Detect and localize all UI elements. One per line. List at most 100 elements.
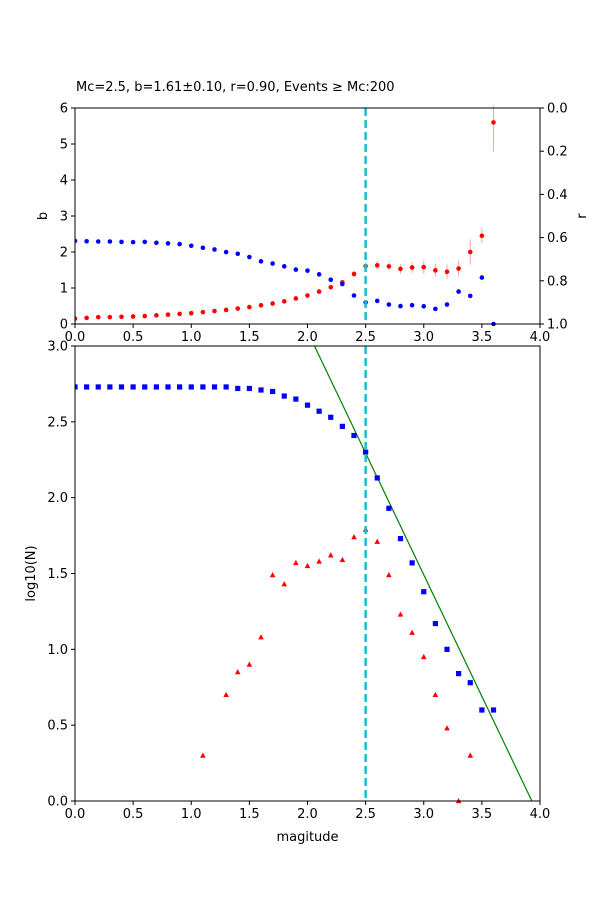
x-tick-label: 0.0 — [65, 807, 86, 822]
b-value-point — [444, 269, 450, 275]
b-value-point — [165, 312, 171, 317]
b-value-point — [351, 271, 357, 277]
x-tick-label: 3.5 — [472, 807, 493, 822]
r-value-point — [107, 239, 113, 244]
y-tick-label: 2 — [60, 246, 68, 261]
r-value-point — [75, 238, 78, 244]
noncumulative-point — [374, 538, 381, 544]
b-value-point — [305, 293, 310, 298]
cumulative-point — [258, 387, 264, 393]
b-value-point — [270, 301, 275, 306]
noncumulative-point — [351, 534, 357, 540]
cumulative-point — [444, 646, 450, 652]
y-tick-label: 1.0 — [47, 643, 68, 658]
r-value-point — [95, 239, 101, 244]
y-tick-label: 0.5 — [47, 719, 68, 734]
b-value-point — [258, 302, 264, 308]
noncumulative-point — [223, 691, 229, 698]
b-value-point — [479, 233, 485, 239]
b-value-point — [212, 308, 217, 314]
y-tick-label: 3.0 — [47, 340, 68, 355]
y2-tick-label: 0.6 — [547, 231, 568, 246]
b-value-point — [142, 313, 148, 319]
gr-fit-line — [313, 346, 533, 801]
b-value-point — [456, 266, 461, 271]
r-value-point — [479, 275, 485, 280]
b-value-point — [491, 120, 496, 125]
b-value-point — [119, 314, 124, 320]
b-value-point — [467, 249, 473, 255]
cumulative-point — [351, 432, 357, 439]
y-tick-label: 1 — [60, 282, 68, 297]
noncumulative-point — [316, 558, 322, 564]
cumulative-point — [177, 384, 183, 390]
r-value-point — [316, 272, 322, 277]
cumulative-point — [304, 402, 311, 408]
b-value-point — [328, 284, 334, 290]
noncumulative-point — [409, 629, 415, 635]
r-value-point — [444, 302, 450, 307]
y2-axis-label: r — [575, 213, 590, 219]
noncumulative-point — [432, 691, 439, 698]
cumulative-point — [223, 384, 229, 390]
x-tick-label: 2.5 — [355, 807, 376, 822]
x-tick-label: 0.5 — [123, 807, 144, 822]
y-tick-label: 2.5 — [47, 415, 68, 430]
b-value-point — [433, 268, 438, 273]
cumulative-point — [316, 408, 322, 414]
r-value-point — [188, 243, 194, 249]
y-tick-label: 0 — [60, 318, 68, 333]
chart-title: Mc=2.5, b=1.61±0.10, r=0.90, Events ≥ Mc… — [76, 80, 395, 95]
b-value-point — [130, 314, 136, 319]
cumulative-point — [130, 384, 136, 390]
b-value-point — [188, 310, 194, 316]
cumulative-point — [490, 707, 497, 713]
noncumulative-point — [339, 556, 346, 563]
y2-tick-label: 0.2 — [547, 145, 568, 160]
cumulative-point — [165, 384, 171, 390]
b-value-point — [107, 314, 113, 320]
cumulative-point — [432, 620, 438, 627]
b-value-point — [374, 263, 380, 268]
b-r-subplot: 0.0 0.5 1.0 1.5 2.0 2.5 3.0 3.5 4.0 0 1 2 3 4 5 6 0.0 0.2… — [36, 102, 590, 346]
y-axis-label: b — [36, 212, 51, 220]
x-tick-label: 0.0 — [65, 330, 86, 345]
b-value-point — [75, 316, 78, 321]
r-value-point — [409, 302, 415, 308]
r-value-point — [305, 268, 310, 273]
b-value-point — [316, 289, 322, 294]
x-tick-label: 1.5 — [239, 330, 260, 345]
cumulative-point — [95, 384, 101, 390]
y-tick-label: 0.0 — [47, 795, 68, 810]
b-value-point — [293, 296, 299, 301]
cumulative-point — [479, 707, 485, 713]
x-tick-label: 4.0 — [530, 330, 551, 345]
noncumulative-point — [420, 653, 427, 660]
cumulative-point — [456, 671, 462, 677]
r-value-point — [374, 298, 380, 304]
cumulative-point — [467, 680, 473, 686]
b-value-point — [200, 309, 206, 315]
r-value-point — [130, 239, 136, 245]
noncumulative-point — [258, 634, 264, 640]
y2-tick-label: 0.4 — [547, 188, 568, 203]
r-value-point — [270, 261, 275, 266]
noncumulative-point — [200, 752, 206, 758]
r-value-point — [84, 238, 89, 244]
y2-tick-label: 0.8 — [547, 274, 568, 289]
r-value-point — [293, 267, 299, 272]
r-value-point — [223, 249, 229, 255]
r-value-point — [212, 247, 217, 252]
b-value-point — [281, 299, 287, 304]
b-value-point — [409, 265, 415, 270]
y-axis-label: log10(N) — [24, 545, 39, 601]
cumulative-point — [153, 384, 159, 390]
noncumulative-point — [467, 752, 474, 758]
x-axis-label: magitude — [276, 830, 338, 845]
x-tick-label: 3.0 — [413, 807, 434, 822]
cumulative-point — [235, 385, 241, 392]
fmd-subplot: 0.0 0.5 1.0 1.5 2.0 2.5 3.0 3.5 4.0 0.0 0.5 1.0 1.5 2… — [24, 340, 550, 846]
noncumulative-point — [397, 611, 404, 617]
noncumulative-point — [386, 572, 392, 578]
